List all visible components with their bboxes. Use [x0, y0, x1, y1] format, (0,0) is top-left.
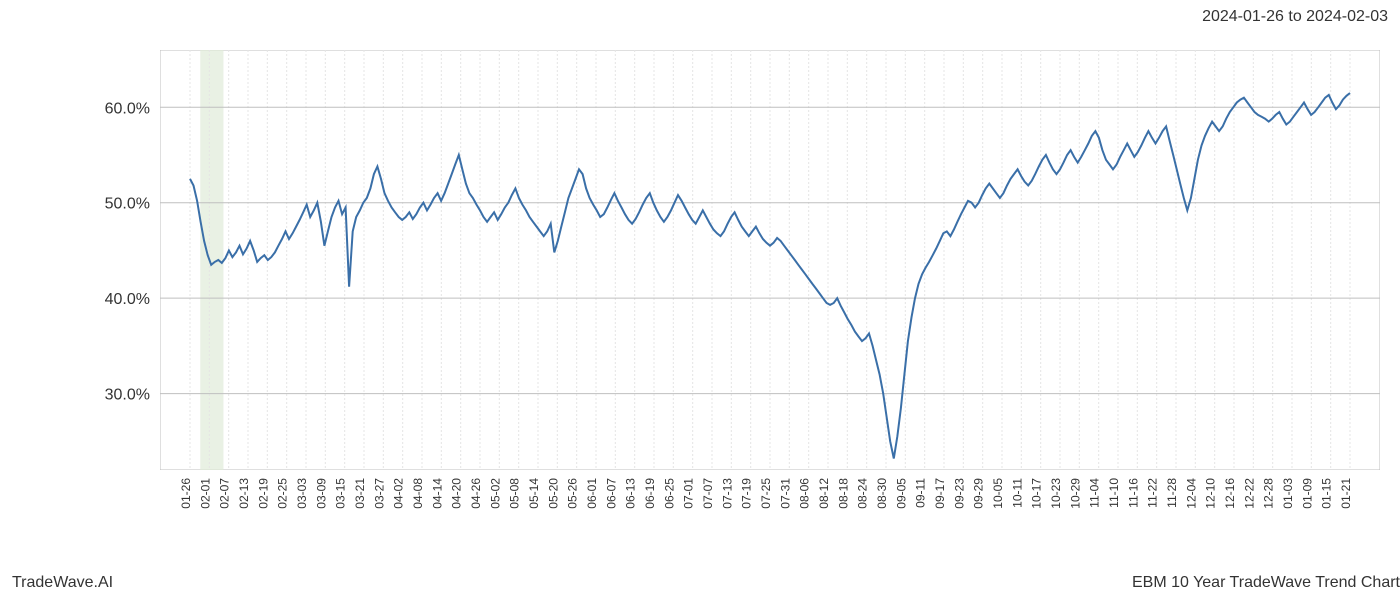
- x-tick-label: 11-04: [1088, 478, 1102, 508]
- x-tick-label: 10-05: [991, 478, 1005, 509]
- y-tick-label: 30.0%: [105, 387, 150, 404]
- x-tick-label: 07-31: [778, 478, 792, 509]
- x-tick-label: 02-13: [237, 478, 251, 509]
- x-tick-label: 12-10: [1204, 478, 1218, 509]
- x-tick-label: 03-09: [314, 478, 328, 509]
- x-tick-label: 07-19: [740, 478, 754, 509]
- x-tick-label: 02-19: [256, 478, 270, 509]
- x-tick-label: 06-25: [662, 478, 676, 509]
- x-tick-label: 07-07: [701, 478, 715, 509]
- chart-title: EBM 10 Year TradeWave Trend Chart: [1132, 574, 1400, 592]
- x-tick-label: 04-26: [469, 478, 483, 509]
- highlight-band: [200, 50, 223, 470]
- x-tick-label: 12-04: [1184, 478, 1198, 509]
- x-tick-label: 12-16: [1223, 478, 1237, 509]
- x-tick-label: 09-05: [894, 478, 908, 509]
- x-tick-label: 06-07: [604, 478, 618, 509]
- x-tick-label: 01-21: [1339, 478, 1353, 509]
- x-tick-label: 04-14: [430, 478, 444, 509]
- x-tick-label: 11-28: [1165, 478, 1179, 508]
- x-tick-label: 09-11: [914, 478, 928, 508]
- brand-label: TradeWave.AI: [12, 574, 113, 592]
- x-tick-label: 08-24: [856, 478, 870, 509]
- x-tick-label: 08-30: [875, 478, 889, 509]
- x-tick-label: 08-18: [836, 478, 850, 509]
- x-tick-label: 06-19: [643, 478, 657, 509]
- x-tick-label: 01-03: [1281, 478, 1295, 509]
- x-tick-label: 12-22: [1242, 478, 1256, 509]
- x-tick-label: 05-08: [508, 478, 522, 509]
- x-tick-label: 08-12: [817, 478, 831, 509]
- x-tick-label: 05-02: [488, 478, 502, 509]
- x-tick-label: 06-01: [585, 478, 599, 509]
- x-tick-label: 07-25: [759, 478, 773, 509]
- x-tick-label: 10-17: [1030, 478, 1044, 509]
- x-axis-ticks: 01-26 02-01 02-07 02-13 02-19 02-25 03-03 03-09…: [160, 470, 1380, 580]
- x-tick-label: 05-20: [546, 478, 560, 509]
- x-tick-label: 08-06: [798, 478, 812, 509]
- x-tick-label: 02-25: [276, 478, 290, 509]
- x-tick-label: 09-17: [933, 478, 947, 509]
- x-tick-label: 02-07: [218, 478, 232, 509]
- x-tick-label: 07-13: [720, 478, 734, 509]
- x-tick-label: 10-29: [1068, 478, 1082, 509]
- x-tick-label: 01-09: [1300, 478, 1314, 509]
- x-tick-label: 01-15: [1320, 478, 1334, 509]
- x-tick-label: 06-13: [624, 478, 638, 509]
- date-range-label: 2024-01-26 to 2024-02-03: [1202, 8, 1388, 26]
- y-tick-label: 60.0%: [105, 100, 150, 117]
- y-tick-label: 50.0%: [105, 196, 150, 213]
- x-tick-label: 09-29: [972, 478, 986, 509]
- x-tick-label: 12-28: [1262, 478, 1276, 509]
- x-tick-label: 10-11: [1010, 478, 1024, 508]
- x-tick-label: 04-20: [450, 478, 464, 509]
- x-tick-label: 07-01: [682, 478, 696, 509]
- x-tick-label: 03-15: [334, 478, 348, 509]
- y-axis-ticks: 30.0% 40.0% 50.0% 60.0%: [0, 50, 160, 470]
- x-tick-label: 04-08: [411, 478, 425, 509]
- x-tick-label: 01-26: [179, 478, 193, 509]
- x-tick-label: 03-27: [372, 478, 386, 509]
- x-tick-label: 11-22: [1146, 478, 1160, 508]
- x-tick-label: 10-23: [1049, 478, 1063, 509]
- x-tick-label: 03-03: [295, 478, 309, 509]
- trend-chart: [160, 50, 1380, 470]
- y-tick-label: 40.0%: [105, 291, 150, 308]
- x-tick-label: 11-16: [1126, 478, 1140, 508]
- x-tick-label: 05-14: [527, 478, 541, 509]
- x-tick-label: 03-21: [353, 478, 367, 509]
- x-tick-label: 05-26: [566, 478, 580, 509]
- x-tick-label: 11-10: [1107, 478, 1121, 508]
- x-tick-label: 04-02: [392, 478, 406, 509]
- x-tick-label: 09-23: [952, 478, 966, 509]
- x-tick-label: 02-01: [198, 478, 212, 509]
